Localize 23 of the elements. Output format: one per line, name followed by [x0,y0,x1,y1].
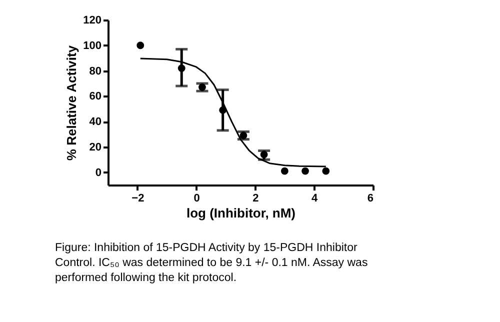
point [178,64,186,72]
point [322,167,330,175]
y-tick-label: 40 [89,116,102,128]
x-tick-label: 2 [252,192,259,204]
x-tick-label: 0 [194,192,200,204]
point [302,167,309,175]
point [260,150,268,158]
x-tick-label: 4 [312,192,319,204]
point [280,167,288,175]
y-tick-label: 80 [89,65,102,78]
point [240,132,248,140]
x-axis-title: log (Inhibitor, nM) [186,206,296,220]
point [136,42,144,50]
point [198,84,206,91]
y-tick-label: 100 [83,40,102,52]
y-tick-label: 60 [89,90,102,103]
y-tick-label: 20 [89,141,102,154]
x-tick-label: −2 [132,192,144,204]
text: Figure: Inhibition of 15-PGDH Activity by 15-PGDH Inhibitor Control. IC₅₀ was determined to be 9.1 +/- 0.1 nM. Assay was performed following the kit protocol. [55,242,368,284]
y-tick-label: 120 [83,14,102,26]
y-tick-label: 0 [95,166,102,179]
x-tick-label: 6 [367,192,374,204]
y-axis-title: % Relative Activity [64,44,80,161]
